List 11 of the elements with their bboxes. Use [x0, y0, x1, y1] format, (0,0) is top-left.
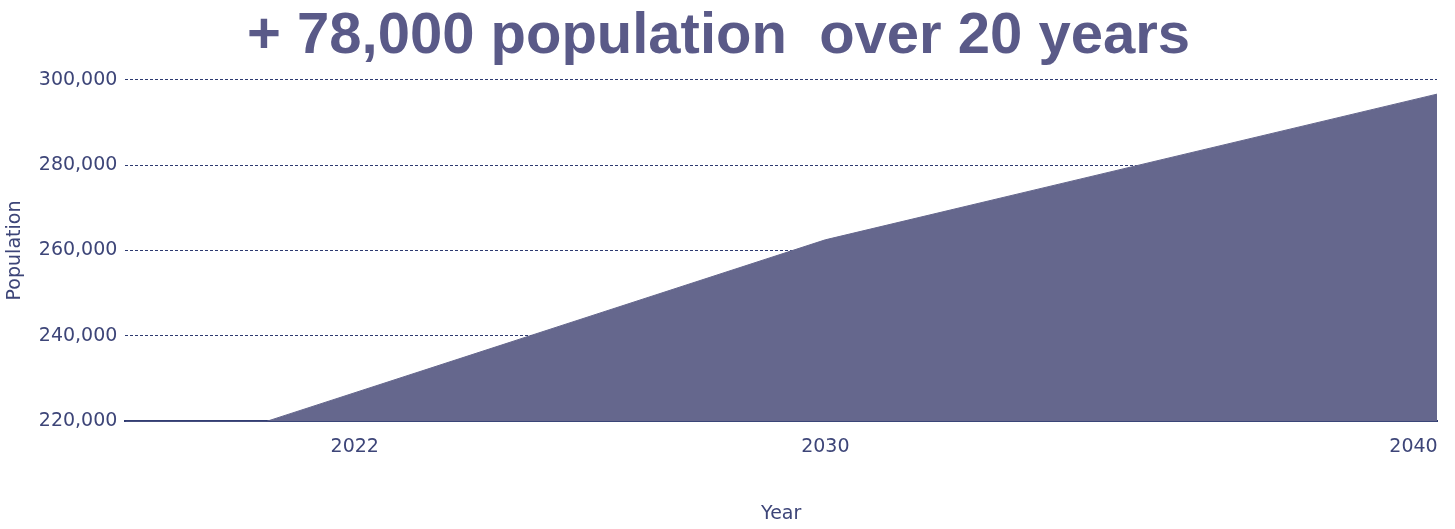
y-tick-label: 220,000	[38, 408, 118, 431]
y-tick-label: 240,000	[38, 322, 118, 345]
x-axis-title: Year	[760, 500, 802, 523]
y-tick-label: 280,000	[38, 151, 118, 174]
x-tick-label: 2030	[801, 433, 850, 456]
x-tick-label: 2022	[330, 433, 379, 456]
y-tick-label: 300,000	[38, 66, 118, 89]
chart-title: + 78,000 population over 20 years	[247, 0, 1190, 65]
x-tick-label: 2040	[1389, 433, 1438, 456]
y-tick-label: 260,000	[38, 237, 118, 260]
y-axis-title: Population	[2, 200, 25, 301]
